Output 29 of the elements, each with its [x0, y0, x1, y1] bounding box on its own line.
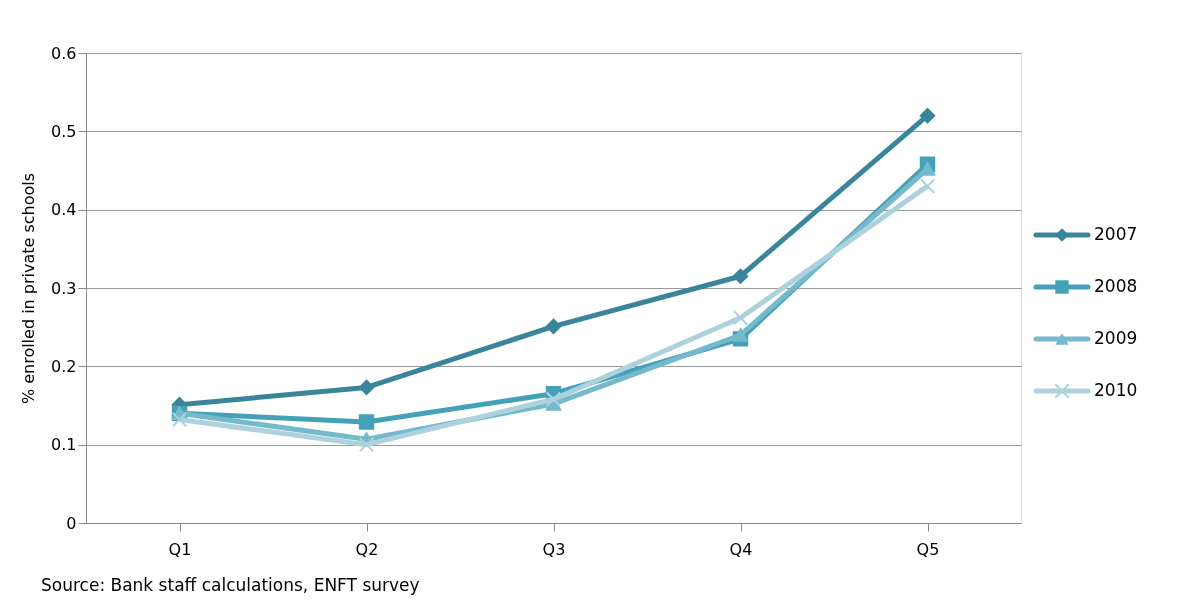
point — [358, 379, 375, 396]
point — [358, 414, 375, 430]
y-axis-title: % enrolled in private schools — [19, 172, 39, 405]
point — [171, 411, 188, 428]
y-tick-label: 0.2 — [51, 356, 77, 376]
y-tick-label: 0.4 — [51, 200, 77, 220]
point — [545, 391, 562, 407]
x-tick-label: Q5 — [916, 539, 940, 559]
x-tick-label: Q1 — [168, 539, 192, 559]
y-tick-label: 0.6 — [51, 43, 77, 63]
x-tick-label: Q3 — [542, 539, 566, 559]
y-tick-label: 0.5 — [51, 121, 77, 141]
x-tick-label: Q4 — [729, 539, 753, 559]
point — [732, 328, 749, 342]
legend-label: 2009 — [1094, 328, 1138, 348]
point — [732, 310, 749, 326]
point — [919, 178, 936, 194]
legend-label: 2008 — [1094, 276, 1138, 296]
y-tick-label: 0.1 — [51, 435, 77, 455]
legend-label: 2007 — [1094, 224, 1138, 244]
point — [919, 107, 936, 124]
point — [545, 318, 562, 335]
legend-label: 2010 — [1094, 380, 1138, 400]
x-tick-label: Q2 — [355, 539, 379, 559]
y-tick-label: 0 — [66, 513, 77, 533]
y-tick-label: 0.3 — [51, 278, 77, 298]
point — [732, 268, 749, 284]
source-note: Source: Bank staff calculations, ENFT survey — [41, 575, 420, 595]
point — [358, 436, 375, 453]
